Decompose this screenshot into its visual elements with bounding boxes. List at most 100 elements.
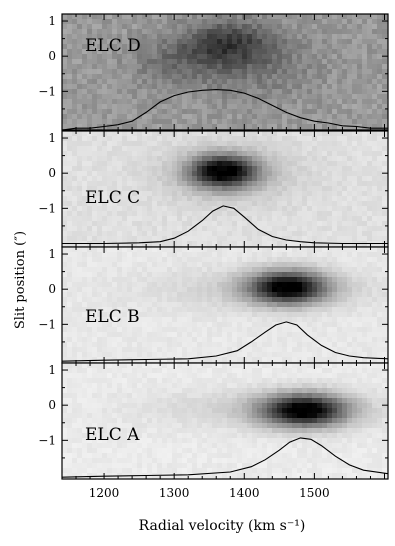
spectrum-pixel: [107, 297, 112, 302]
spectrum-pixel: [367, 171, 372, 176]
spectrum-pixel: [67, 191, 72, 196]
spectrum-pixel: [142, 347, 147, 352]
spectrum-pixel: [167, 332, 172, 337]
spectrum-pixel: [267, 131, 272, 136]
spectrum-pixel: [197, 272, 202, 277]
spectrum-pixel: [382, 156, 387, 161]
spectrum-pixel: [247, 29, 252, 34]
spectrum-pixel: [292, 231, 297, 236]
spectrum-pixel: [327, 287, 332, 292]
spectrum-pixel: [332, 352, 337, 357]
spectrum-pixel: [267, 141, 272, 146]
spectrum-pixel: [362, 267, 367, 272]
spectrum-pixel: [77, 327, 82, 332]
spectrum-pixel: [162, 124, 167, 129]
spectrum-pixel: [242, 186, 247, 191]
spectrum-pixel: [92, 191, 97, 196]
spectrum-pixel: [237, 69, 242, 74]
spectrum-pixel: [92, 84, 97, 89]
spectrum-pixel: [317, 191, 322, 196]
spectrum-pixel: [187, 287, 192, 292]
spectrum-pixel: [317, 312, 322, 317]
spectrum-pixel: [117, 49, 122, 54]
spectrum-pixel: [92, 216, 97, 221]
spectrum-pixel: [302, 176, 307, 181]
spectrum-pixel: [202, 282, 207, 287]
spectrum-pixel: [347, 29, 352, 34]
spectrum-pixel: [127, 186, 132, 191]
spectrum-pixel: [217, 226, 222, 231]
spectrum-pixel: [142, 109, 147, 114]
spectrum-pixel: [167, 171, 172, 176]
spectrum-pixel: [87, 282, 92, 287]
spectrum-pixel: [357, 19, 362, 24]
spectrum-pixel: [117, 332, 122, 337]
spectrum-pixel: [102, 89, 107, 94]
spectrum-pixel: [197, 136, 202, 141]
spectrum-pixel: [157, 272, 162, 277]
spectrum-pixel: [142, 104, 147, 109]
spectrum-pixel: [287, 136, 292, 141]
spectrum-pixel: [267, 337, 272, 342]
spectrum-pixel: [332, 114, 337, 119]
spectrum-pixel: [212, 347, 217, 352]
spectrum-pixel: [302, 161, 307, 166]
spectrum-pixel: [232, 166, 237, 171]
spectrum-pixel: [332, 131, 337, 136]
spectrum-pixel: [262, 181, 267, 186]
spectrum-pixel: [132, 146, 137, 151]
spectrum-pixel: [332, 247, 337, 252]
spectrum-pixel: [162, 114, 167, 119]
spectrum-pixel: [97, 327, 102, 332]
spectrum-pixel: [222, 332, 227, 337]
spectrum-pixel: [217, 357, 222, 362]
spectrum-pixel: [62, 428, 67, 433]
spectrum-pixel: [102, 171, 107, 176]
spectrum-pixel: [192, 201, 197, 206]
spectrum-pixel: [162, 74, 167, 79]
spectrum-pixel: [227, 151, 232, 156]
spectrum-pixel: [297, 302, 302, 307]
spectrum-pixel: [342, 89, 347, 94]
spectrum-pixel: [147, 79, 152, 84]
spectrum-pixel: [352, 161, 357, 166]
spectrum-pixel: [377, 312, 382, 317]
spectrum-pixel: [357, 64, 362, 69]
spectrum-pixel: [202, 307, 207, 312]
spectrum-pixel: [207, 141, 212, 146]
spectrum-pixel: [182, 312, 187, 317]
spectrum-pixel: [307, 114, 312, 119]
spectrum-pixel: [217, 161, 222, 166]
spectrum-pixel: [352, 34, 357, 39]
spectrum-pixel: [272, 282, 277, 287]
spectrum-pixel: [77, 236, 82, 241]
spectrum-pixel: [127, 297, 132, 302]
spectrum-pixel: [337, 151, 342, 156]
spectrum-pixel: [152, 302, 157, 307]
spectrum-pixel: [67, 59, 72, 64]
spectrum-pixel: [267, 201, 272, 206]
spectrum-pixel: [367, 226, 372, 231]
spectrum-pixel: [242, 307, 247, 312]
spectrum-pixel: [97, 252, 102, 257]
spectrum-pixel: [172, 257, 177, 262]
spectrum-pixel: [117, 124, 122, 129]
spectrum-pixel: [227, 196, 232, 201]
spectrum-pixel: [327, 161, 332, 166]
spectrum-pixel: [172, 29, 177, 34]
spectrum-pixel: [227, 191, 232, 196]
spectrum-pixel: [107, 191, 112, 196]
spectrum-pixel: [372, 44, 377, 49]
spectrum-pixel: [337, 74, 342, 79]
spectrum-pixel: [197, 252, 202, 257]
spectrum-pixel: [297, 211, 302, 216]
spectrum-pixel: [347, 136, 352, 141]
spectrum-pixel: [367, 181, 372, 186]
spectrum-pixel: [227, 352, 232, 357]
spectrum-pixel: [227, 94, 232, 99]
spectrum-pixel: [127, 272, 132, 277]
spectrum-pixel: [202, 317, 207, 322]
spectrum-pixel: [127, 109, 132, 114]
spectrum-pixel: [227, 297, 232, 302]
spectrum-pixel: [102, 287, 107, 292]
